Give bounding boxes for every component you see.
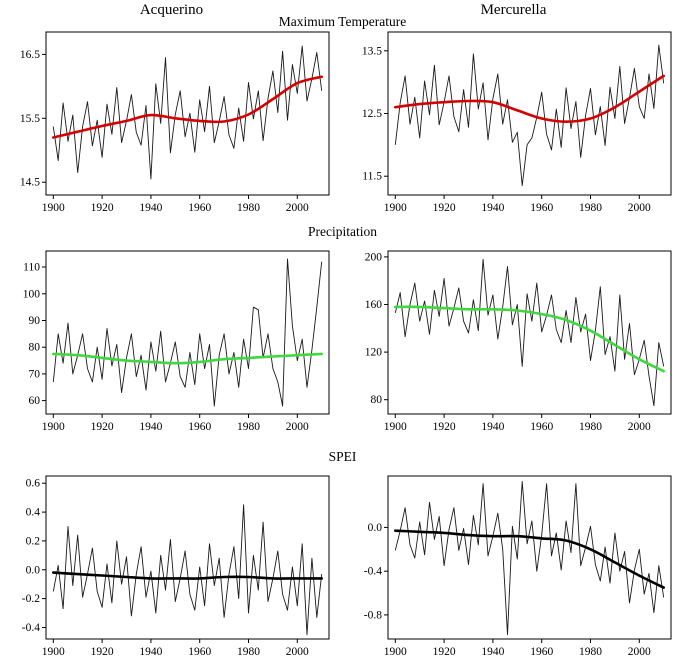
- chart-acquerino-max-temperature: 1900 1920 1940 1960 1980 2000 14.5 15.5 16.5: [20, 31, 330, 214]
- svg-text:1920: 1920: [91, 646, 114, 658]
- chart-mercurella-spei: 1900 1920 1940 1960 1980 2000 -0.8 -0.4 0.0: [364, 475, 672, 658]
- svg-text:2000: 2000: [628, 421, 651, 433]
- svg-text:1940: 1940: [139, 646, 162, 658]
- svg-text:160: 160: [365, 299, 383, 311]
- svg-text:70: 70: [29, 368, 41, 380]
- svg-text:1960: 1960: [188, 202, 211, 214]
- svg-text:1940: 1940: [481, 421, 504, 433]
- row-title-maximum-temperature: Maximum Temperature: [278, 14, 407, 29]
- svg-text:1960: 1960: [188, 421, 211, 433]
- svg-text:1920: 1920: [433, 421, 456, 433]
- svg-text:0.2: 0.2: [26, 535, 41, 547]
- svg-text:1920: 1920: [433, 202, 456, 214]
- svg-text:12.5: 12.5: [362, 108, 382, 120]
- svg-text:2000: 2000: [628, 646, 651, 658]
- svg-text:2000: 2000: [286, 421, 309, 433]
- svg-text:2000: 2000: [286, 202, 309, 214]
- svg-text:2000: 2000: [628, 202, 651, 214]
- svg-text:1980: 1980: [237, 421, 260, 433]
- svg-text:1960: 1960: [530, 646, 553, 658]
- svg-text:60: 60: [29, 395, 41, 407]
- svg-text:0.0: 0.0: [26, 564, 41, 576]
- svg-text:80: 80: [29, 342, 41, 354]
- svg-text:1980: 1980: [237, 202, 260, 214]
- svg-text:1960: 1960: [188, 646, 211, 658]
- svg-text:1940: 1940: [139, 202, 162, 214]
- chart-acquerino-spei: 1900 1920 1940 1960 1980 2000 -0.4 -0.2 0.0 0.2 0.…: [22, 475, 330, 658]
- svg-text:1960: 1960: [530, 202, 553, 214]
- svg-text:1960: 1960: [530, 421, 553, 433]
- chart-mercurella-max-temperature: 1900 1920 1940 1960 1980 2000 11.5 12.5 13.5: [362, 31, 672, 214]
- svg-text:0.6: 0.6: [26, 478, 41, 490]
- row-title-spei: SPEI: [328, 449, 357, 464]
- svg-text:1980: 1980: [579, 421, 602, 433]
- column-title-mercurella: Mercurella: [480, 2, 547, 18]
- svg-text:1920: 1920: [433, 646, 456, 658]
- svg-text:11.5: 11.5: [362, 171, 382, 183]
- svg-text:16.5: 16.5: [20, 49, 40, 61]
- svg-text:100: 100: [23, 288, 41, 300]
- column-title-acquerino: Acquerino: [139, 2, 204, 18]
- svg-text:1920: 1920: [91, 421, 114, 433]
- svg-text:1900: 1900: [42, 421, 65, 433]
- svg-text:1980: 1980: [237, 646, 260, 658]
- svg-text:13.5: 13.5: [362, 45, 382, 57]
- svg-text:1940: 1940: [481, 646, 504, 658]
- svg-text:-0.4: -0.4: [22, 622, 40, 634]
- svg-text:1940: 1940: [481, 202, 504, 214]
- svg-text:80: 80: [371, 394, 383, 406]
- svg-text:15.5: 15.5: [20, 113, 40, 125]
- svg-text:-0.4: -0.4: [364, 566, 382, 578]
- svg-text:200: 200: [365, 251, 383, 263]
- chart-acquerino-precipitation: 1900 1920 1940 1960 1980 2000 60 70 80 90 100 110: [23, 250, 330, 433]
- svg-text:1900: 1900: [384, 421, 407, 433]
- svg-text:110: 110: [23, 262, 40, 274]
- svg-text:1900: 1900: [384, 202, 407, 214]
- chart-mercurella-precipitation: 1900 1920 1940 1960 1980 2000 80 120 160 200: [365, 250, 672, 433]
- svg-text:1920: 1920: [91, 202, 114, 214]
- svg-text:14.5: 14.5: [20, 177, 40, 189]
- svg-text:1980: 1980: [579, 202, 602, 214]
- svg-text:1900: 1900: [42, 202, 65, 214]
- svg-text:2000: 2000: [286, 646, 309, 658]
- svg-text:1900: 1900: [384, 646, 407, 658]
- svg-text:-0.8: -0.8: [364, 609, 382, 621]
- svg-text:1900: 1900: [42, 646, 65, 658]
- row-title-precipitation: Precipitation: [308, 224, 377, 239]
- svg-text:0.4: 0.4: [26, 507, 41, 519]
- svg-text:1940: 1940: [139, 421, 162, 433]
- svg-text:90: 90: [29, 315, 41, 327]
- svg-text:-0.2: -0.2: [22, 593, 40, 605]
- svg-text:120: 120: [365, 347, 383, 359]
- svg-text:1980: 1980: [579, 646, 602, 658]
- svg-text:0.0: 0.0: [368, 522, 383, 534]
